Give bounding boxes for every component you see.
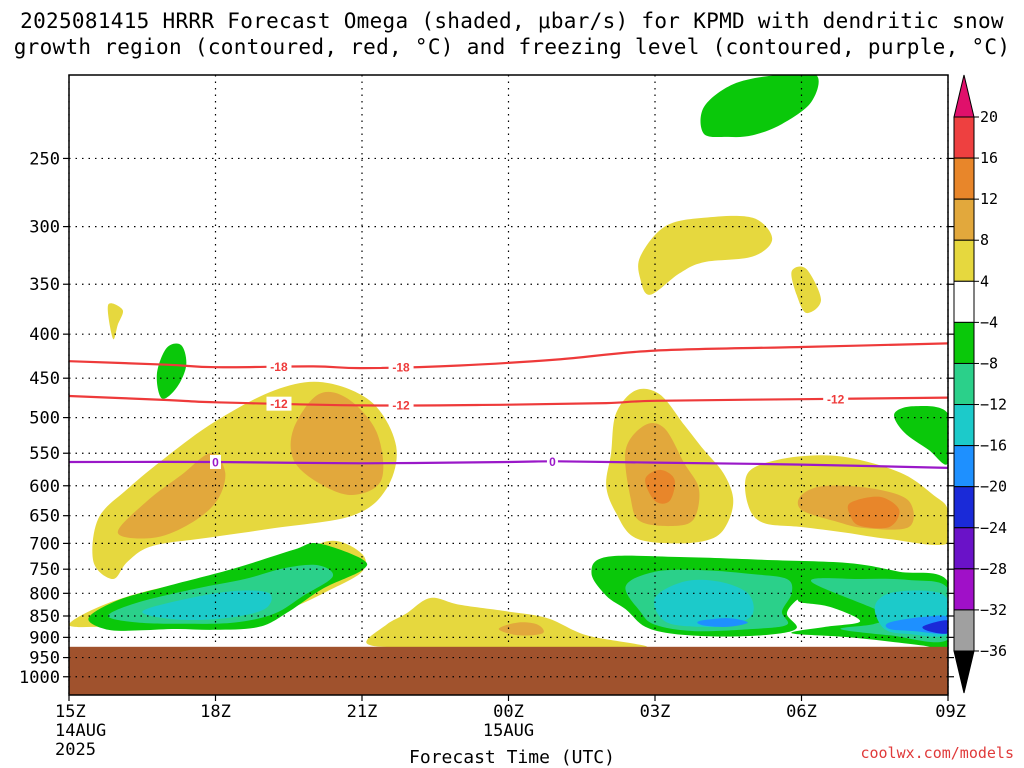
y-tick-label-850: 850 [29,607,60,627]
colorbar-label--32: −32 [980,601,1007,619]
chart-title-line2: growth region (contoured, red, °C) and f… [13,35,1011,59]
chart-title: 2025081415 HRRR Forecast Omega (shaded, … [0,8,1024,60]
x-tick-date-15AUG: 15AUG [483,721,534,741]
contour-label-bg-1-0 [266,396,292,411]
colorbar-label--4: −4 [980,313,998,331]
x-tick-label-18Z: 18Z [200,702,231,722]
contour-label-bg-1-2 [823,391,849,406]
x-tick-label-09Z: 09Z [935,702,966,722]
contour-label-0: 0 [212,455,219,469]
contour-label-bg-1-1 [388,398,414,413]
omega-region-20 [697,618,748,627]
y-tick-label-250: 250 [29,149,60,169]
colorbar-bin--28_-24 [953,527,975,570]
colorbar-bin--20_-16 [953,445,975,488]
omega-region-7 [366,597,648,649]
colorbar-label-12: 12 [980,190,998,208]
omega-region-6 [142,590,272,621]
colorbar-label--8: −8 [980,354,998,372]
y-tick-label-550: 550 [29,444,60,464]
y-tick-label-600: 600 [29,477,60,497]
colorbar-bin--16_-12 [953,404,975,447]
colorbar-label-20: 20 [980,108,998,126]
colorbar-label--16: −16 [980,437,1007,455]
ground-surface [69,646,948,695]
colorbar-label--28: −28 [980,560,1007,578]
colorbar-bin-12_16 [953,157,975,200]
x-tick-label-00Z: 00Z [493,702,524,722]
x-axis-label: Forecast Time (UTC) [409,747,615,768]
colorbar-bin--24_-20 [953,486,975,529]
contour-line--12 [69,394,948,407]
omega-region-18 [654,579,754,628]
contour-label--12: -12 [392,399,410,413]
y-tick-label-300: 300 [29,218,60,238]
colorbar-label--36: −36 [980,642,1007,660]
omega-region-2 [290,391,384,496]
omega-region-1 [117,453,226,539]
colorbar-bin-8_12 [953,198,975,241]
y-tick-label-450: 450 [29,369,60,389]
contour-label-bg-2-1 [546,454,558,469]
omega-region-11 [645,469,675,504]
contour-label-bg-2-0 [210,454,221,469]
colorbar-label-16: 16 [980,149,998,167]
x-tick-date-14AUG: 14AUG [55,721,106,741]
y-tick-label-1000: 1000 [19,668,60,688]
colorbar-bin-16_20 [953,116,975,159]
contour-label-bg-0-0 [266,359,292,374]
x-tick-label-06Z: 06Z [786,702,817,722]
x-tick-label-21Z: 21Z [347,702,378,722]
contour-label-bg-0-1 [388,360,414,375]
x-tick-label-03Z: 03Z [640,702,671,722]
colorbar-label-4: 4 [980,272,989,290]
colorbar-bin-4_8 [953,239,975,282]
colorbar-bin--8_-4 [953,321,975,364]
contour-line--18 [69,342,948,370]
contour-lines: -18 -18 -12 -12 -12 0 0 [69,342,948,469]
y-tick-label-800: 800 [29,584,60,604]
omega-region-27 [700,75,819,138]
colorbar-bin--36_-32 [953,609,975,652]
contour-label--18: -18 [392,361,410,375]
y-tick-label-500: 500 [29,409,60,429]
omega-region-28 [894,406,948,465]
credit-link[interactable]: coolwx.com/models [860,744,1014,762]
colorbar-label-8: 8 [980,231,989,249]
contour-label--12: -12 [827,392,845,406]
x-tick-year-2025: 2025 [55,740,96,760]
colorbar-bottom-arrow [953,650,975,694]
x-tick-label-15Z: 15Z [55,702,86,722]
y-tick-label-350: 350 [29,275,60,295]
colorbar-bin--32_-28 [953,568,975,611]
colorbar-bin--12_-8 [953,362,975,406]
omega-region-14 [847,496,900,529]
y-tick-label-700: 700 [29,534,60,554]
colorbar-top-arrow [953,74,975,118]
y-tick-label-750: 750 [29,560,60,580]
omega-region-23 [156,343,187,399]
contour-label-0: 0 [549,455,556,469]
colorbar-bin--4_4 [953,280,975,323]
contour-label--18: -18 [270,360,288,374]
y-tick-label-950: 950 [29,649,60,669]
omega-region-22 [922,620,948,634]
y-tick-label-400: 400 [29,325,60,345]
axes: 2503003504004505005506006507007508008509… [19,74,966,760]
colorbar: 20 16 12 8 4 −4 −8 −12 −16 −20 −24 −28 −32 −36 [953,74,1007,694]
omega-region-8 [498,622,544,636]
colorbar-label--12: −12 [980,396,1007,414]
omega-region-24 [107,303,124,340]
colorbar-label--20: −20 [980,478,1007,496]
y-tick-label-650: 650 [29,507,60,527]
colorbar-label--24: −24 [980,519,1007,537]
ground-fill [69,646,948,695]
omega-region-26 [791,266,821,314]
omega-shading [69,75,948,654]
contour-label--12: -12 [270,397,288,411]
omega-region-25 [638,215,773,295]
y-tick-label-900: 900 [29,628,60,648]
chart-title-line1: 2025081415 HRRR Forecast Omega (shaded, … [20,9,1004,33]
